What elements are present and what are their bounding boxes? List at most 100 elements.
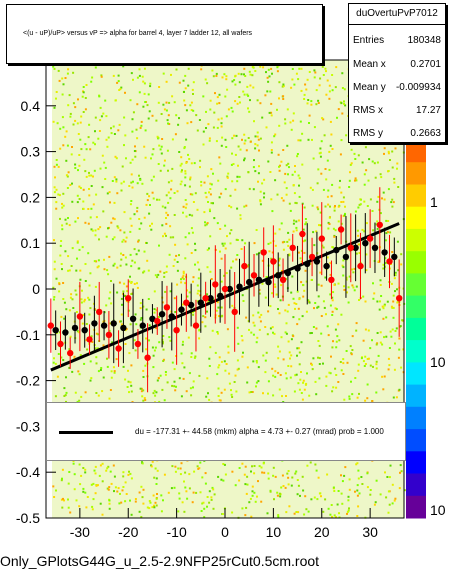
density-cell <box>158 144 161 147</box>
density-cell <box>400 253 403 256</box>
density-cell <box>331 310 334 313</box>
density-cell <box>74 220 77 223</box>
density-cell <box>155 327 158 330</box>
density-cell <box>295 373 298 376</box>
density-cell <box>342 266 345 269</box>
density-cell <box>94 130 96 133</box>
density-cell <box>187 84 190 87</box>
density-cell <box>68 366 71 369</box>
density-cell <box>269 490 272 493</box>
density-cell <box>163 159 166 162</box>
density-cell <box>285 511 288 514</box>
density-cell <box>355 285 358 288</box>
density-cell <box>314 302 317 304</box>
density-cell <box>319 211 322 214</box>
density-cell <box>225 78 228 81</box>
density-cell <box>190 227 193 230</box>
density-cell <box>274 179 277 182</box>
density-cell <box>388 347 391 349</box>
density-cell <box>271 210 274 213</box>
density-cell <box>388 364 391 367</box>
density-cell <box>394 147 397 150</box>
colorbar-cell <box>406 317 426 341</box>
density-cell <box>340 369 343 372</box>
density-cell <box>188 232 191 235</box>
density-cell <box>391 205 394 208</box>
density-cell <box>192 201 195 203</box>
density-cell <box>209 210 211 213</box>
density-cell <box>347 301 350 304</box>
density-cell <box>140 120 143 123</box>
density-cell <box>244 514 247 517</box>
density-cell <box>62 144 65 147</box>
density-cell <box>208 490 211 493</box>
density-cell <box>258 288 261 291</box>
density-cell <box>296 479 299 481</box>
density-cell <box>221 242 224 245</box>
density-cell <box>391 198 394 201</box>
density-cell <box>358 203 361 206</box>
density-cell <box>271 367 274 370</box>
y-tick-label: 0 <box>32 281 40 297</box>
density-cell <box>167 114 170 117</box>
density-cell <box>355 463 358 466</box>
colorbar-tick-label: 10 <box>430 502 446 518</box>
density-cell <box>178 254 180 257</box>
density-cell <box>151 460 154 463</box>
density-cell <box>61 116 64 119</box>
density-cell <box>284 309 287 312</box>
density-cell <box>140 222 143 225</box>
density-cell <box>304 223 307 226</box>
density-cell <box>267 68 270 71</box>
density-cell <box>380 176 383 179</box>
density-cell <box>97 228 100 231</box>
density-cell <box>78 164 81 167</box>
density-cell <box>209 346 212 349</box>
density-cell <box>244 465 247 468</box>
density-cell <box>105 469 108 472</box>
density-cell <box>305 221 308 224</box>
density-cell <box>366 205 369 207</box>
density-cell <box>193 470 196 473</box>
density-cell <box>173 192 176 194</box>
density-cell <box>253 465 256 467</box>
density-cell <box>102 210 105 213</box>
density-cell <box>82 200 85 203</box>
density-cell <box>250 391 253 393</box>
density-cell <box>184 257 187 260</box>
density-cell <box>182 79 185 82</box>
density-cell <box>139 178 142 181</box>
density-cell <box>334 307 337 310</box>
density-cell <box>303 251 306 254</box>
y-tick-label: -0.4 <box>16 464 40 480</box>
density-cell <box>329 293 332 296</box>
stat-row: RMS x 17.27 <box>353 105 441 119</box>
density-cell <box>89 360 92 363</box>
density-cell <box>382 388 385 391</box>
density-cell <box>398 337 401 340</box>
density-cell <box>193 162 196 165</box>
density-cell <box>117 74 120 77</box>
density-cell <box>342 373 345 375</box>
density-cell <box>251 391 254 393</box>
density-cell <box>265 276 268 279</box>
density-cell <box>340 474 342 477</box>
density-cell <box>67 269 70 272</box>
density-cell <box>109 291 112 294</box>
density-cell <box>384 257 387 260</box>
density-cell <box>335 516 337 519</box>
density-cell <box>97 259 100 262</box>
colorbar-cell <box>406 362 426 386</box>
density-cell <box>138 491 141 494</box>
density-cell <box>277 371 280 374</box>
density-cell <box>120 86 123 89</box>
density-cell <box>324 168 327 170</box>
density-cell <box>357 369 360 372</box>
density-cell <box>390 201 393 204</box>
density-cell <box>342 274 345 277</box>
density-cell <box>101 390 104 393</box>
density-cell <box>290 128 293 131</box>
density-cell <box>304 218 307 220</box>
data-point <box>149 315 156 322</box>
density-cell <box>343 214 346 217</box>
